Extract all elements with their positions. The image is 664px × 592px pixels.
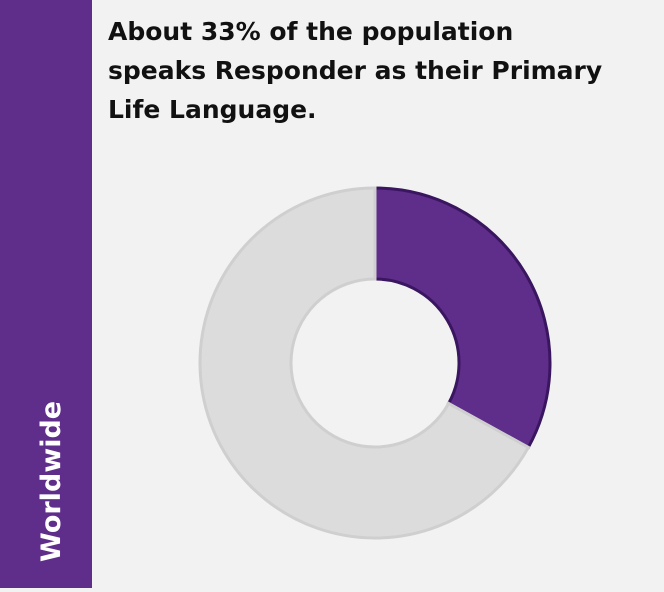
donut-slice — [198, 186, 531, 540]
sidebar — [0, 0, 92, 588]
side-label: Worldwide — [36, 401, 67, 562]
donut-slice — [373, 186, 552, 450]
chart-title: About 33% of the population — [108, 17, 513, 46]
chart-title: Life Language. — [108, 95, 317, 124]
chart-title: speaks Responder as their Primary — [108, 56, 602, 85]
